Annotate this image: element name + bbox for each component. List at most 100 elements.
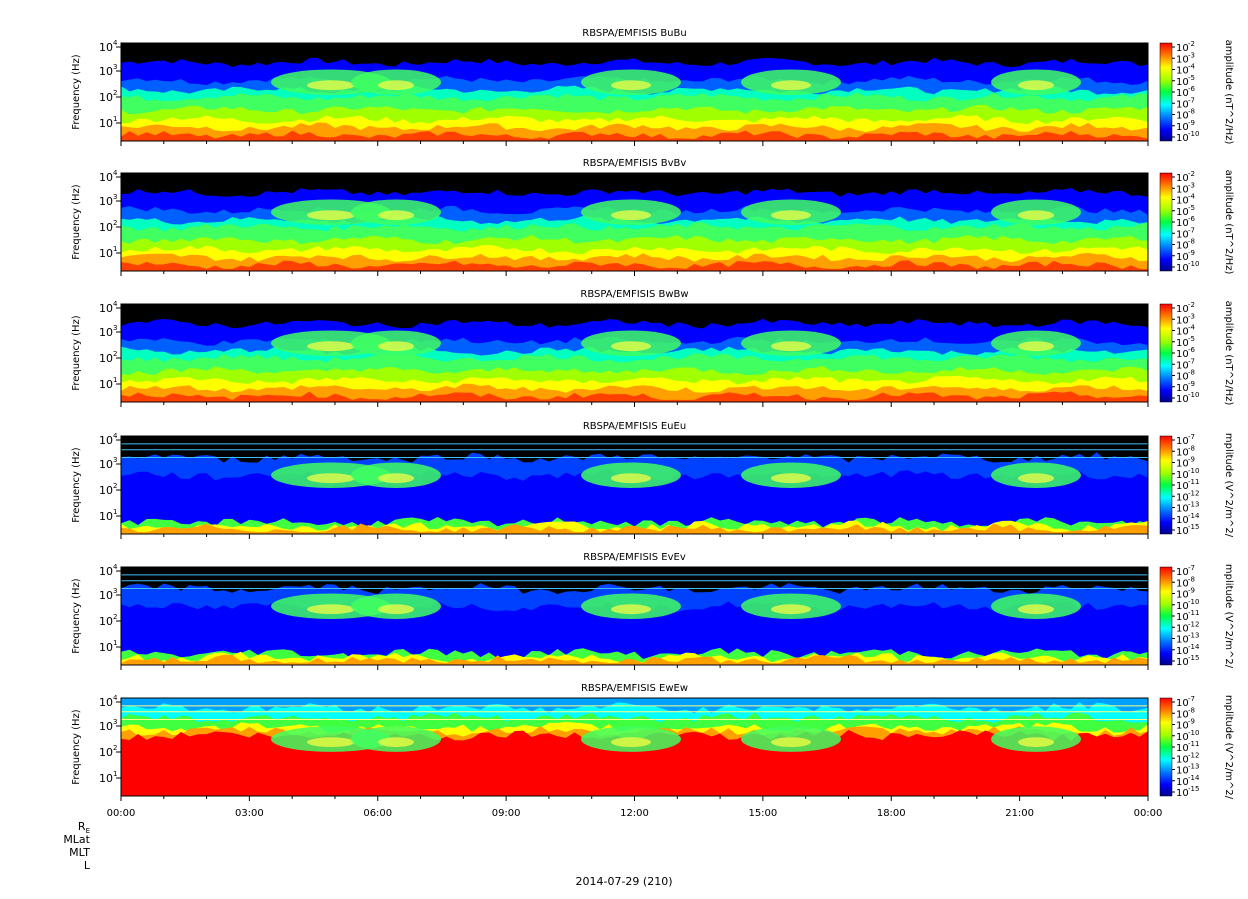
emission-core	[771, 473, 811, 484]
colorbar-tick-label: 10	[1176, 207, 1189, 218]
emission-core	[611, 737, 651, 748]
colorbar-tick-label: 10	[1176, 360, 1189, 371]
y-tick-label: 10	[99, 565, 113, 578]
colorbar-tick-exponent: -13	[1188, 763, 1199, 771]
emission-core	[1018, 604, 1054, 615]
emission-core	[378, 210, 414, 221]
colorbar-tick-exponent: -9	[1188, 587, 1195, 595]
colorbar-tick-label: 10	[1176, 173, 1189, 184]
y-tick-exponent: 4	[113, 694, 118, 702]
colorbar-tick-exponent: -6	[1188, 346, 1196, 354]
colorbar-tick-label: 10	[1176, 88, 1189, 99]
colorbar-tick-exponent: -10	[1188, 130, 1199, 138]
ephemeris-label-mlt: MLT	[69, 846, 90, 859]
colorbar-tick-exponent: -14	[1188, 643, 1200, 651]
colorbar-tick-label: 10	[1176, 635, 1189, 646]
emission-core	[771, 341, 811, 352]
panel-ylabel: Frequency (Hz)	[71, 447, 82, 523]
colorbar-tick-label: 10	[1176, 196, 1189, 207]
emission-core	[1018, 210, 1054, 221]
colorbar-tick-label: 10	[1176, 263, 1189, 274]
y-tick-label: 10	[99, 302, 113, 315]
emission-core	[1018, 473, 1054, 484]
colorbar-tick-exponent: -9	[1188, 456, 1195, 464]
colorbar	[1159, 697, 1173, 797]
panel-title: RBSPA/EMFISIS EvEv	[583, 552, 686, 563]
colorbar	[1159, 435, 1173, 535]
panel-ylabel: Frequency (Hz)	[71, 578, 82, 654]
colorbar-tick-exponent: -4	[1188, 324, 1196, 332]
emission-core	[307, 80, 355, 91]
emission-core	[771, 604, 811, 615]
colorbar-tick-exponent: -10	[1188, 729, 1199, 737]
colorbar	[1159, 566, 1173, 666]
colorbar-label: mplitude (V^2/m^2/	[1223, 433, 1234, 538]
colorbar-tick-exponent: -5	[1188, 74, 1195, 82]
colorbar-tick-label: 10	[1176, 327, 1189, 338]
colorbar-tick-exponent: -15	[1188, 523, 1199, 531]
y-tick-label: 10	[99, 458, 113, 471]
panel-title: RBSPA/EMFISIS BuBu	[582, 28, 686, 39]
colorbar-tick-label: 10	[1176, 492, 1189, 503]
colorbar-tick-label: 10	[1176, 777, 1189, 788]
ephemeris-label-mlat: MLat	[63, 833, 90, 846]
emission-core	[1018, 737, 1054, 748]
colorbar-tick-label: 10	[1176, 743, 1189, 754]
emission-core	[771, 80, 811, 91]
colorbar	[1159, 303, 1173, 403]
spectrogram-band	[121, 654, 1148, 665]
colorbar-tick-label: 10	[1176, 601, 1189, 612]
y-tick-label: 10	[99, 352, 113, 365]
y-tick-label: 10	[99, 434, 113, 447]
colorbar-tick-exponent: -7	[1188, 433, 1195, 441]
x-tick-label: 18:00	[877, 808, 906, 819]
emission-core	[771, 737, 811, 748]
colorbar-tick-exponent: -14	[1188, 512, 1200, 520]
y-tick-label: 10	[99, 641, 113, 654]
colorbar-tick-exponent: -2	[1188, 170, 1195, 178]
colorbar-tick-exponent: -7	[1188, 226, 1195, 234]
y-tick-exponent: 2	[113, 219, 117, 227]
emission-core	[611, 80, 651, 91]
colorbar-tick-label: 10	[1176, 646, 1189, 657]
colorbar-tick-exponent: -11	[1188, 740, 1199, 748]
colorbar-tick-label: 10	[1176, 578, 1189, 589]
colorbar-tick-label: 10	[1176, 515, 1189, 526]
x-tick-label: 15:00	[748, 808, 777, 819]
emission-core	[307, 341, 355, 352]
y-tick-exponent: 3	[113, 456, 117, 464]
y-tick-exponent: 2	[113, 613, 117, 621]
colorbar-tick-exponent: -4	[1188, 63, 1196, 71]
spectrogram-band	[121, 130, 1148, 141]
colorbar-tick-exponent: -12	[1188, 751, 1199, 759]
y-tick-label: 10	[99, 746, 113, 759]
colorbar-tick-label: 10	[1176, 657, 1189, 668]
colorbar	[1159, 172, 1173, 272]
x-tick-label: 09:00	[492, 808, 521, 819]
colorbar-tick-label: 10	[1176, 732, 1189, 743]
colorbar-tick-exponent: -11	[1188, 609, 1199, 617]
colorbar-tick-exponent: -8	[1188, 369, 1195, 377]
colorbar-tick-label: 10	[1176, 99, 1189, 110]
colorbar-tick-label: 10	[1176, 567, 1189, 578]
y-tick-label: 10	[99, 772, 113, 785]
colorbar-tick-exponent: -8	[1188, 575, 1195, 583]
emission-core	[378, 341, 414, 352]
y-tick-label: 10	[99, 326, 113, 339]
y-tick-exponent: 1	[113, 376, 117, 384]
colorbar-tick-exponent: -15	[1188, 654, 1199, 662]
colorbar-tick-exponent: -7	[1188, 564, 1195, 572]
colorbar-tick-label: 10	[1176, 754, 1189, 765]
y-tick-exponent: 2	[113, 744, 117, 752]
spectrogram-band	[121, 523, 1148, 534]
spectrogram-band	[121, 391, 1148, 402]
y-tick-exponent: 3	[113, 63, 117, 71]
y-tick-exponent: 1	[113, 245, 117, 253]
colorbar-tick-exponent: -6	[1188, 215, 1196, 223]
y-tick-exponent: 3	[113, 324, 117, 332]
y-tick-label: 10	[99, 117, 113, 130]
colorbar-tick-label: 10	[1176, 372, 1189, 383]
colorbar-tick-exponent: -15	[1188, 785, 1199, 793]
